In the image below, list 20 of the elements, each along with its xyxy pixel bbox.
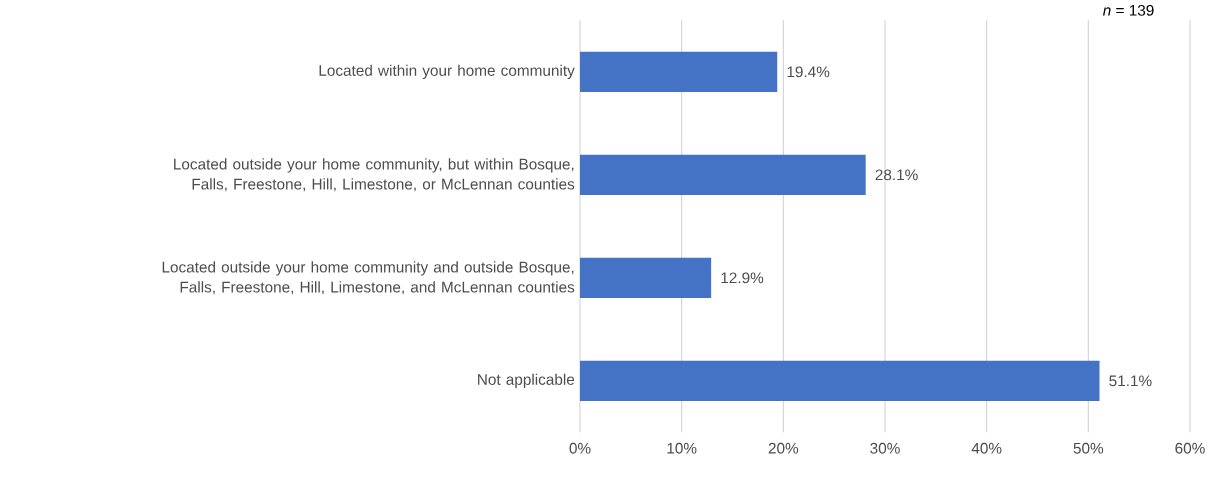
x-tick-label: 40% bbox=[971, 442, 1002, 454]
x-tick-label: 60% bbox=[1175, 442, 1205, 454]
y-tick-label: Not applicable bbox=[478, 373, 575, 388]
bar bbox=[580, 154, 866, 195]
data-label: 19.4% bbox=[787, 66, 830, 78]
x-tick-label: 30% bbox=[870, 442, 900, 454]
y-tick-label: Located outside your home community, but within Bosque, Falls, Freestone, Hill, Limestone, or McLennan counties bbox=[174, 158, 575, 192]
data-label: 28.1% bbox=[875, 169, 918, 181]
x-tick-label: 0% bbox=[569, 442, 591, 454]
y-tick-label: Located within your home community bbox=[319, 64, 575, 79]
y-tick-label: Located outside your home community and outside Bosque, Falls, Freestone, Hill, Limestone, and McLennan counties bbox=[162, 261, 575, 295]
bar bbox=[580, 257, 712, 298]
x-tick-label: 50% bbox=[1073, 442, 1104, 454]
text: n = 139 bbox=[1103, 4, 1154, 16]
bar bbox=[580, 51, 778, 92]
x-tick-label: 10% bbox=[667, 442, 697, 454]
data-label: 51.1% bbox=[1109, 375, 1152, 387]
x-tick-label: 20% bbox=[768, 442, 799, 454]
bar bbox=[580, 360, 1100, 401]
data-label: 12.9% bbox=[721, 272, 764, 284]
